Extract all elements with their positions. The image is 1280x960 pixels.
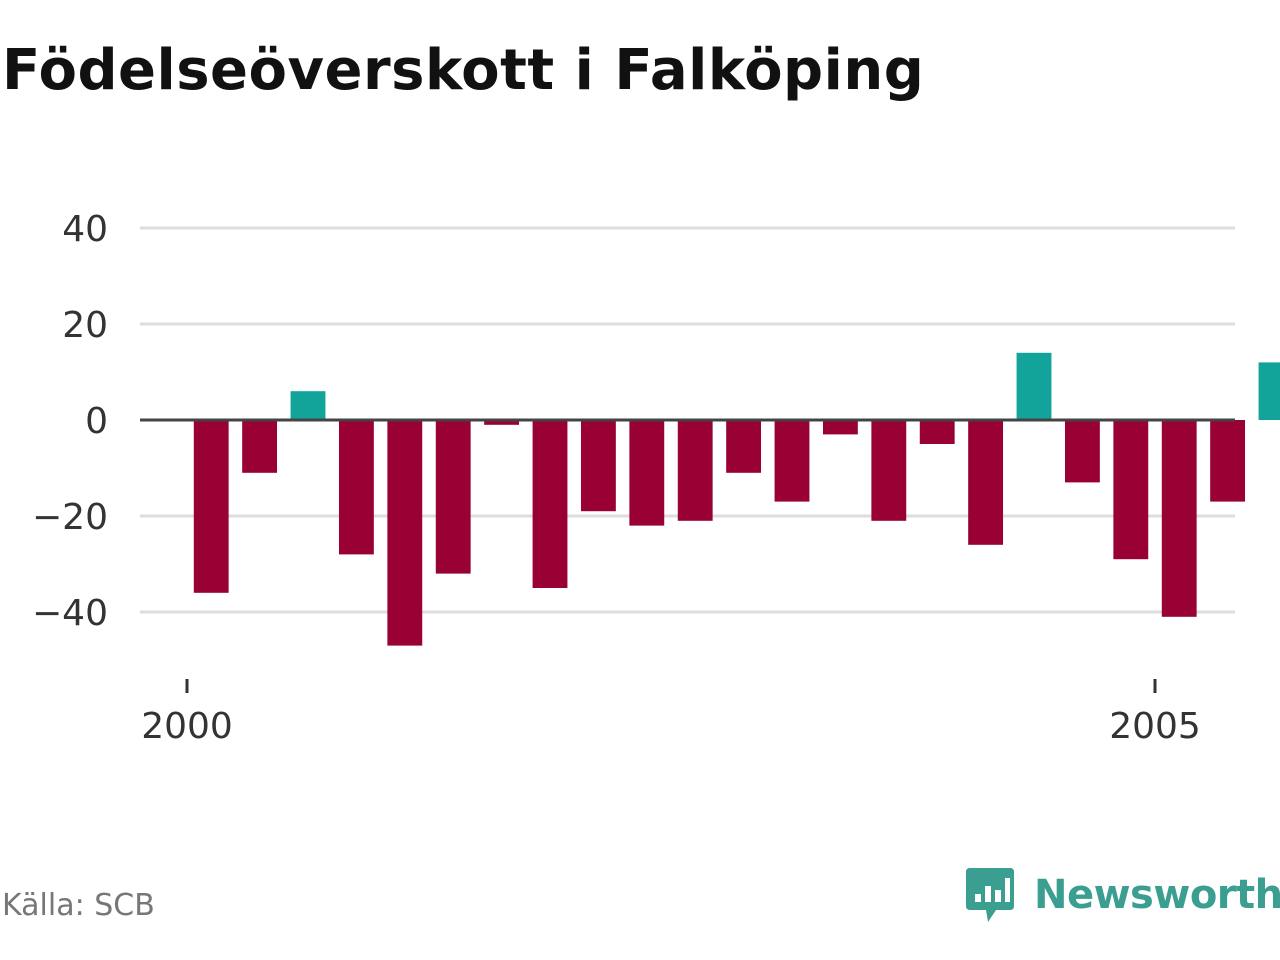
bar: [871, 420, 907, 521]
bar: [1258, 362, 1280, 420]
bar: [435, 420, 471, 574]
source-label: Källa: SCB: [2, 888, 155, 923]
bar: [1016, 352, 1052, 420]
x-tick-label: 2005: [1109, 706, 1201, 747]
bar: [242, 420, 278, 473]
bar: [532, 420, 568, 588]
bar: [580, 420, 616, 512]
bar: [1210, 420, 1246, 502]
bar: [1064, 420, 1100, 483]
bar: [484, 420, 520, 425]
y-tick-label: −40: [32, 593, 108, 634]
bar: [387, 420, 423, 646]
bar: [919, 420, 955, 444]
bar: [774, 420, 810, 502]
y-axis-labels: −40 −20 0 20 40: [32, 209, 108, 634]
bar: [290, 391, 326, 420]
bar: [629, 420, 665, 526]
x-tick-label: 2000: [141, 706, 233, 747]
bars: [193, 352, 1280, 646]
bar: [1161, 420, 1197, 617]
x-axis: 200020052010201520202025: [141, 679, 1201, 747]
bar: [677, 420, 713, 521]
page-title: Födelseöverskott i Falköping: [2, 38, 925, 103]
y-tick-label: 20: [62, 305, 108, 346]
y-tick-label: −20: [32, 497, 108, 538]
bar: [338, 420, 374, 555]
newsworthy-icon: [966, 868, 1014, 922]
brand-logo: Newsworthy: [964, 864, 1280, 926]
y-tick-label: 0: [85, 401, 108, 442]
y-tick-label: 40: [62, 209, 108, 250]
bar: [193, 420, 229, 593]
bar: [968, 420, 1004, 545]
bar: [822, 420, 858, 435]
brand-name: Newsworthy: [1034, 872, 1280, 918]
bar: [726, 420, 762, 473]
bar: [1113, 420, 1149, 560]
